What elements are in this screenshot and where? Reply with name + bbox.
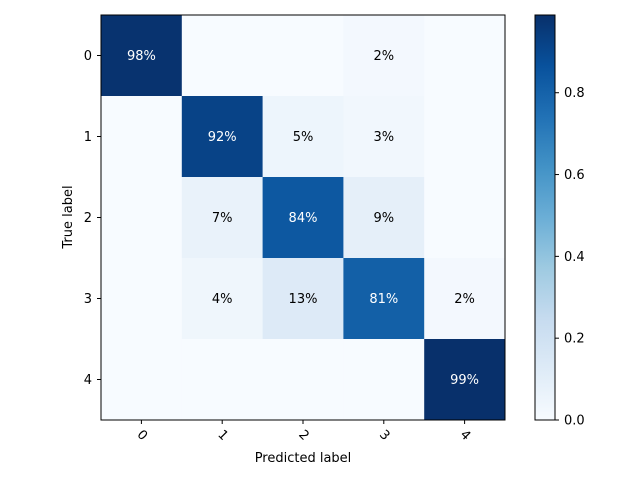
heatmap-cells bbox=[101, 15, 506, 421]
cell-value-label: 98% bbox=[127, 49, 156, 64]
y-axis-label: True label bbox=[61, 185, 76, 249]
colorbar-gradient bbox=[535, 15, 555, 420]
x-axis-label: Predicted label bbox=[255, 451, 352, 466]
heatmap-cell bbox=[181, 258, 264, 340]
cell-labels: 98% 2% 92% 5% 3% 7% 84% 9% 4% 13% 81% 2% 99% bbox=[127, 49, 479, 388]
colorbar-ticks: 0.0 0.2 0.4 0.6 0.8 bbox=[555, 86, 585, 429]
cell-value-label: 99% bbox=[450, 373, 479, 388]
colorbar-tick-label: 0.8 bbox=[564, 86, 585, 101]
heatmap-cell bbox=[101, 96, 183, 178]
y-tick-label: 1 bbox=[84, 130, 92, 145]
heatmap-cell bbox=[343, 339, 425, 421]
heatmap-cell bbox=[181, 96, 264, 178]
colorbar-tick-label: 0.6 bbox=[564, 168, 585, 183]
heatmap-cell bbox=[424, 339, 506, 421]
cell-value-label: 92% bbox=[208, 130, 237, 145]
heatmap-cell bbox=[101, 339, 183, 421]
cell-value-label: 2% bbox=[373, 49, 394, 64]
heatmap-cell bbox=[424, 258, 506, 340]
colorbar-frame bbox=[534, 14, 556, 421]
heatmap-cell bbox=[101, 177, 183, 259]
cell-value-label: 5% bbox=[293, 130, 314, 145]
y-tick-label: 3 bbox=[84, 292, 92, 307]
heatmap-cell bbox=[343, 96, 425, 178]
y-tick-label: 4 bbox=[84, 373, 92, 388]
heatmap-cell bbox=[181, 15, 264, 97]
cell-value-label: 2% bbox=[454, 292, 475, 307]
cell-value-label: 84% bbox=[289, 211, 318, 226]
heatmap-cell bbox=[262, 177, 344, 259]
colorbar-tick-label: 0.0 bbox=[564, 414, 585, 429]
colorbar-tick-label: 0.4 bbox=[564, 250, 585, 265]
colorbar-tick-label: 0.2 bbox=[564, 332, 585, 347]
heatmap-cell bbox=[262, 339, 344, 421]
y-axis-ticks: 0 1 2 3 4 bbox=[84, 49, 101, 388]
cell-value-label: 81% bbox=[369, 292, 398, 307]
y-tick-label: 2 bbox=[84, 211, 92, 226]
heatmap-cell bbox=[343, 15, 425, 97]
heatmap-cell bbox=[343, 258, 425, 340]
heatmap-cell bbox=[181, 339, 264, 421]
heatmap-cell bbox=[424, 15, 506, 97]
heatmap-cell bbox=[262, 15, 344, 97]
cell-value-label: 7% bbox=[212, 211, 233, 226]
heatmap-cell bbox=[181, 177, 264, 259]
heatmap-cell bbox=[262, 258, 344, 340]
heatmap-cell bbox=[262, 96, 344, 178]
heatmap-cell bbox=[101, 15, 183, 97]
cell-value-label: 9% bbox=[373, 211, 394, 226]
cell-value-label: 4% bbox=[212, 292, 233, 307]
heatmap-cell bbox=[424, 96, 506, 178]
y-tick-label: 0 bbox=[84, 49, 92, 64]
cell-value-label: 3% bbox=[373, 130, 394, 145]
heatmap-cell bbox=[424, 177, 506, 259]
cell-value-label: 13% bbox=[289, 292, 318, 307]
heatmap-cell bbox=[101, 258, 183, 340]
heatmap-cell bbox=[343, 177, 425, 259]
